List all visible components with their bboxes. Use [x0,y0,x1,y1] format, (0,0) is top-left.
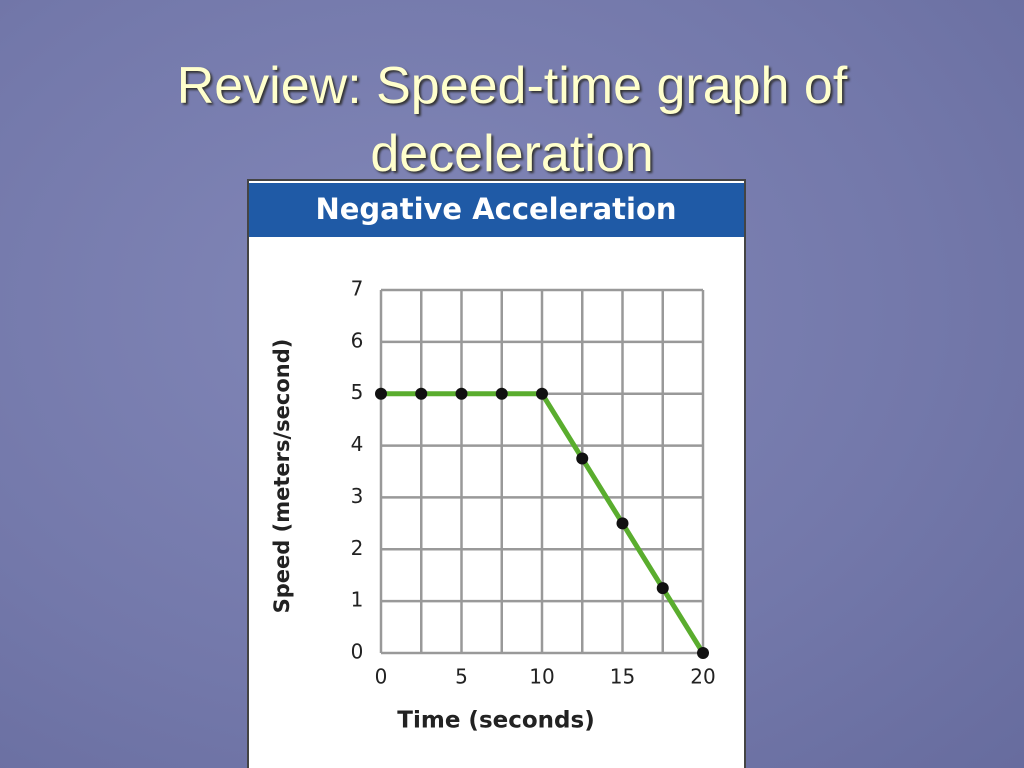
x-tick-label: 15 [610,665,635,689]
y-tick-label: 5 [351,380,364,404]
point [495,387,508,400]
chart-header [249,183,744,237]
y-tick-label: 0 [351,640,364,664]
point [697,647,709,659]
point [656,582,669,595]
y-tick-label: 7 [351,277,364,301]
x-tick-label: 20 [690,665,715,689]
chart-title: Negative Acceleration [315,192,676,226]
slide-title: Review: Speed-time graph of deceleration [176,57,848,183]
y-tick-label: 6 [351,328,364,352]
point [576,452,589,465]
x-tick-label: 5 [455,665,468,689]
y-tick-label: 2 [351,536,364,560]
point [455,387,468,400]
point [375,387,387,400]
y-tick-label: 4 [351,432,364,456]
point [415,387,428,400]
x-axis-label: Time (seconds) [397,708,594,734]
y-tick-label: 1 [351,588,364,612]
chart-panel [247,179,746,768]
y-axis-label: Speed (meters/second) [270,339,294,614]
y-tick-label: 3 [351,484,364,508]
point [536,387,548,400]
x-tick-label: 0 [375,665,388,689]
point [616,517,629,530]
x-tick-label: 10 [529,665,554,689]
